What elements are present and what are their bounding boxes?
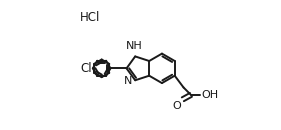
Text: O: O (173, 101, 182, 111)
Text: N: N (123, 76, 132, 86)
Text: HCl: HCl (80, 11, 100, 24)
Text: NH: NH (126, 41, 143, 51)
Text: Cl: Cl (80, 62, 92, 75)
Text: OH: OH (201, 90, 218, 100)
